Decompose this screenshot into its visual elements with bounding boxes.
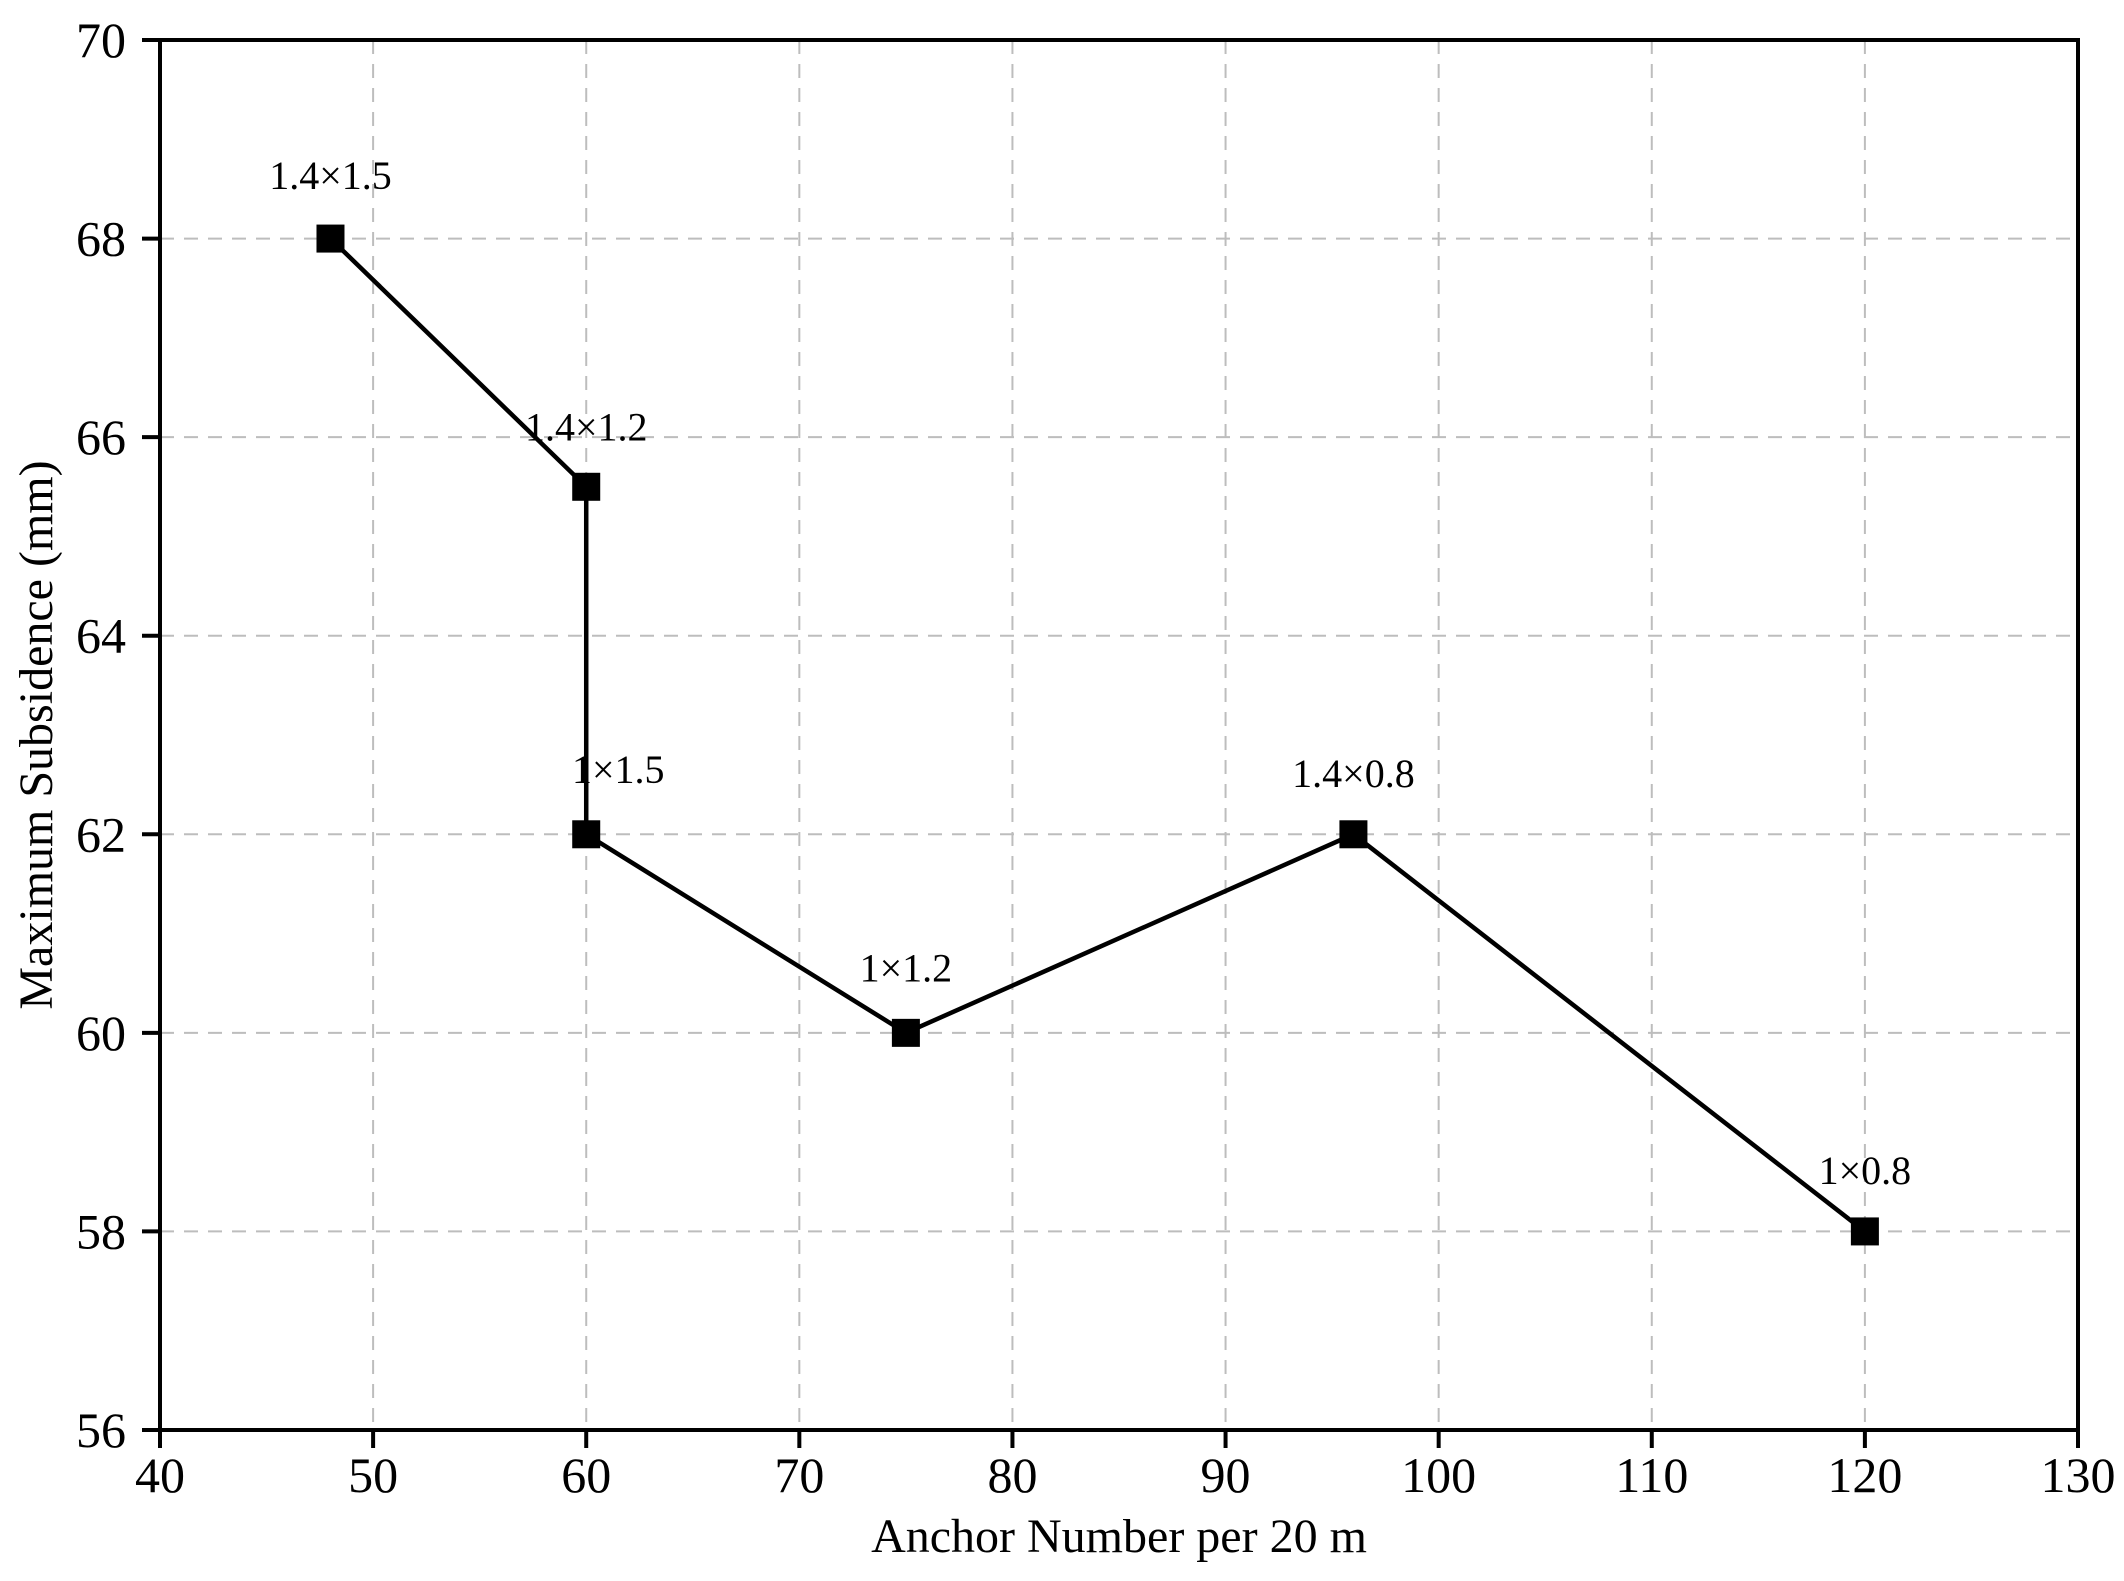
x-tick-label: 130 — [2041, 1447, 2116, 1503]
series-line — [328, 236, 1867, 1234]
data-point-marker — [316, 224, 345, 253]
x-tick-label: 90 — [1201, 1447, 1251, 1503]
gridlines — [160, 40, 2078, 1430]
data-point-label: 1.4×1.5 — [269, 153, 392, 198]
x-tick-label: 60 — [561, 1447, 611, 1503]
x-tick-label: 100 — [1401, 1447, 1476, 1503]
x-tick-label: 40 — [135, 1447, 185, 1503]
plot-border — [158, 38, 2080, 1432]
tick-labels: 40 50 60 70 80 90 100 110 120 130 56 58 60 62 64 66 68 70 — [76, 12, 2116, 1503]
y-tick-label: 60 — [76, 1005, 126, 1061]
data-point-label: 1×0.8 — [1819, 1148, 1912, 1193]
data-point-label: 1.4×0.8 — [1292, 751, 1415, 796]
x-tick-label: 120 — [1827, 1447, 1902, 1503]
x-tick-label: 110 — [1615, 1447, 1688, 1503]
y-tick-label: 64 — [76, 608, 126, 664]
y-tick-label: 68 — [76, 211, 126, 267]
data-point-marker — [1850, 1217, 1879, 1246]
x-axis-title: Anchor Number per 20 m — [871, 1510, 1367, 1563]
data-point-label: 1×1.5 — [572, 747, 665, 792]
data-point-label: 1.4×1.2 — [525, 404, 648, 449]
data-point-marker — [1339, 820, 1368, 849]
x-tick-label: 80 — [987, 1447, 1037, 1503]
y-axis-title: Maximum Subsidence (mm) — [10, 460, 63, 1009]
y-tick-label: 62 — [76, 806, 126, 862]
y-tick-label: 56 — [76, 1402, 126, 1458]
x-tick-label: 50 — [348, 1447, 398, 1503]
axis-ticks — [142, 38, 2080, 1448]
y-tick-label: 70 — [76, 12, 126, 68]
data-point-marker — [572, 820, 601, 849]
data-series — [316, 224, 1879, 1246]
point-labels: 1.4×1.5 1.4×1.2 1×1.5 1×1.2 1.4×0.8 1×0.8 — [269, 153, 1911, 1193]
x-tick-label: 70 — [774, 1447, 824, 1503]
data-point-marker — [891, 1018, 920, 1047]
y-tick-label: 58 — [76, 1203, 126, 1259]
y-tick-label: 66 — [76, 409, 126, 465]
data-point-marker — [572, 472, 601, 501]
data-point-label: 1×1.2 — [860, 945, 953, 990]
